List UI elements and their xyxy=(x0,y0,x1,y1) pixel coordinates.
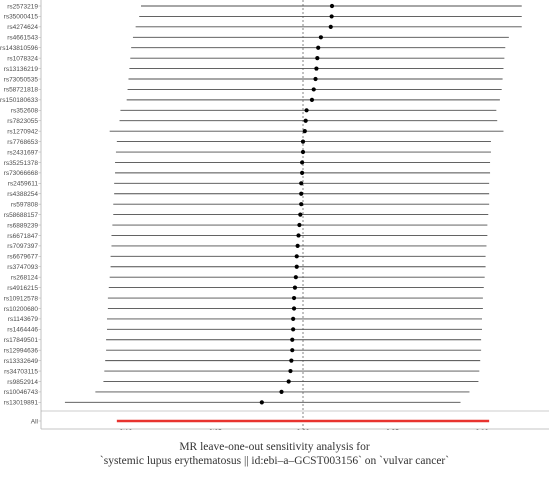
snp-label: rs143810596 xyxy=(0,45,38,52)
estimate-point xyxy=(314,66,319,71)
estimate-point xyxy=(300,170,305,175)
estimate-point xyxy=(300,139,306,144)
estimate-point xyxy=(300,149,306,155)
snp-label: rs10200680 xyxy=(4,306,39,313)
estimate-point xyxy=(289,358,294,363)
x-tick-label: 0.10 xyxy=(476,429,489,430)
snp-label: rs3747093 xyxy=(7,264,38,271)
snp-label: rs17849501 xyxy=(4,337,39,344)
estimate-point xyxy=(296,233,301,238)
estimate-point xyxy=(313,76,318,82)
estimate-point xyxy=(297,222,302,228)
estimate-point xyxy=(294,264,299,269)
snp-label: rs2573219 xyxy=(7,3,38,10)
snp-label: rs1464446 xyxy=(7,327,38,334)
estimate-point xyxy=(309,97,315,102)
estimate-point xyxy=(318,35,323,40)
estimate-point xyxy=(294,254,299,259)
estimate-point xyxy=(298,212,303,217)
caption-line-1: MR leave-one-out sensitivity analysis fo… xyxy=(179,441,370,453)
snp-label: rs7097397 xyxy=(7,243,38,250)
snp-label: rs35251378 xyxy=(4,160,39,167)
snp-label: rs73050535 xyxy=(4,76,39,83)
estimate-point xyxy=(303,118,308,123)
estimate-point xyxy=(311,87,316,92)
snp-label: rs10046743 xyxy=(4,389,39,396)
snp-label: rs4661543 xyxy=(7,35,38,42)
estimate-point xyxy=(291,327,296,332)
snp-label: rs7823055 xyxy=(7,118,38,125)
snp-label: rs73066668 xyxy=(4,170,39,177)
snp-label: rs10912578 xyxy=(4,295,39,302)
estimate-point xyxy=(315,56,320,61)
x-tick-label: −0.10 xyxy=(116,429,133,430)
x-tick-label: 0.00 xyxy=(297,429,310,430)
estimate-point xyxy=(329,3,335,9)
snp-label: rs4388254 xyxy=(7,191,38,198)
overall-label: All xyxy=(31,418,39,425)
snp-label: rs1078324 xyxy=(7,55,38,62)
snp-label: rs13136219 xyxy=(4,66,39,73)
snp-label: rs2459611 xyxy=(8,181,39,188)
snp-label: rs7768653 xyxy=(7,139,38,146)
estimate-point xyxy=(290,337,295,342)
estimate-point xyxy=(295,243,300,248)
snp-label: rs6679677 xyxy=(7,254,38,261)
forest-plot: rs2573219 rs35000415 rs4274624 rs4661543 rs1… xyxy=(0,0,549,430)
snp-label: rs150180633 xyxy=(0,97,38,104)
estimate-point xyxy=(299,191,304,196)
snp-label: rs35000415 xyxy=(4,14,39,21)
snp-label: rs4916215 xyxy=(7,285,38,292)
estimate-point xyxy=(299,181,304,186)
estimate-point xyxy=(300,160,305,165)
estimate-point xyxy=(316,45,321,50)
snp-label: rs2431697 xyxy=(7,149,38,156)
x-tick-label: 0.05 xyxy=(386,429,399,430)
snp-label: rs352608 xyxy=(11,108,38,115)
estimate-point xyxy=(291,316,296,321)
snp-label: rs6889239 xyxy=(7,222,38,229)
snp-label: rs58688157 xyxy=(4,212,39,219)
x-tick-label: −0.05 xyxy=(205,429,222,430)
estimate-point xyxy=(259,400,264,405)
estimate-point xyxy=(290,348,295,353)
snp-label: rs58721818 xyxy=(4,87,39,94)
estimate-point xyxy=(291,306,297,311)
snp-label: rs6671847 xyxy=(7,233,38,240)
estimate-point xyxy=(279,389,284,395)
snp-label: rs268124 xyxy=(11,274,38,281)
snp-label: rs1143679 xyxy=(8,316,39,323)
snp-label: rs4274624 xyxy=(7,24,38,31)
snp-label: rs12994636 xyxy=(4,347,39,354)
estimate-point xyxy=(304,108,309,113)
estimate-point xyxy=(329,14,334,19)
snp-label: rs13332649 xyxy=(4,358,39,365)
estimate-point xyxy=(288,368,293,374)
snp-label: rs13019891 xyxy=(4,400,39,407)
estimate-point xyxy=(291,295,297,301)
estimate-point xyxy=(299,202,304,207)
snp-label: rs9852914 xyxy=(7,379,38,386)
caption-line-2: `systemic lupus erythematosus || id:ebi–… xyxy=(99,455,450,467)
snp-label: rs597808 xyxy=(11,201,38,208)
estimate-point xyxy=(302,129,307,134)
snp-label: rs34703115 xyxy=(4,368,38,375)
snp-label: rs1270942 xyxy=(7,128,38,135)
estimate-point xyxy=(292,285,298,290)
estimate-point xyxy=(293,275,298,280)
estimate-point xyxy=(286,379,291,384)
estimate-point xyxy=(328,24,333,29)
